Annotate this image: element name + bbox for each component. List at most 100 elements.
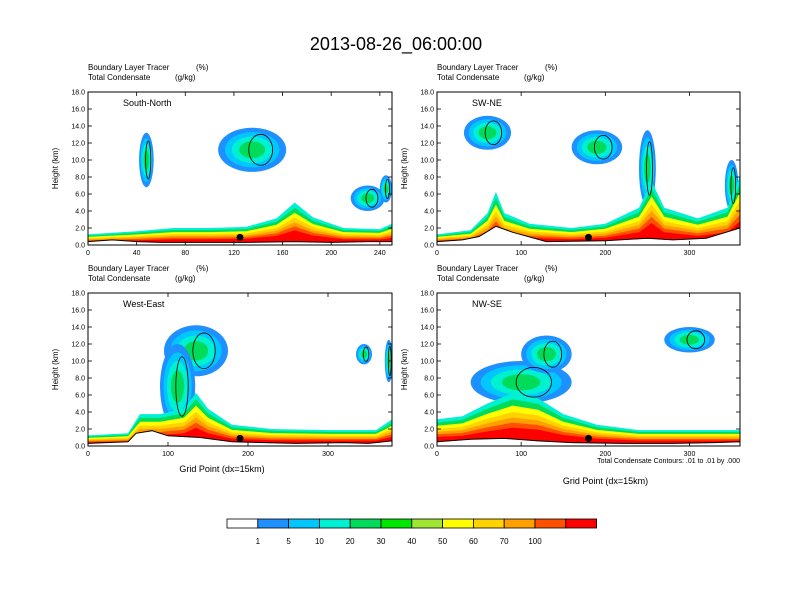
tracer-cloud-layer xyxy=(644,153,651,184)
panel-label: NW-SE xyxy=(472,299,502,309)
plot-area xyxy=(437,327,740,446)
colorbar-label: 30 xyxy=(377,537,386,546)
condensate-contour xyxy=(145,140,152,180)
x-tick-label: 100 xyxy=(162,451,174,458)
y-axis-label: Height (km) xyxy=(51,348,60,390)
colorbar-swatch xyxy=(534,518,567,529)
subtitle-tracer-unit: (%) xyxy=(545,63,558,72)
subtitle-tracer: Boundary Layer Tracer xyxy=(88,264,170,273)
subtitle-tracer-unit: (%) xyxy=(545,264,558,273)
tracer-cloud-layer xyxy=(143,149,150,171)
terrain xyxy=(437,437,740,446)
colorbar-label: 40 xyxy=(407,537,416,546)
y-tick-label: 16.0 xyxy=(420,308,434,315)
plot-area xyxy=(437,115,740,245)
colorbar-label: 70 xyxy=(500,537,509,546)
y-axis-label: Height (km) xyxy=(400,147,409,189)
y-tick-label: 4.0 xyxy=(75,209,85,216)
condensate-contour xyxy=(593,134,613,160)
x-tick-label: 0 xyxy=(435,250,439,257)
y-tick-label: 8.0 xyxy=(424,376,434,383)
x-tick-label: 200 xyxy=(325,250,337,257)
x-tick-label: 0 xyxy=(86,250,90,257)
tracer-cloud-layer xyxy=(729,175,735,196)
x-tick-label: 300 xyxy=(684,451,696,458)
condensate-contour xyxy=(730,167,737,204)
tracer-cloud-layer xyxy=(501,374,541,391)
y-tick-label: 6.0 xyxy=(424,393,434,400)
plot-area xyxy=(88,127,392,245)
colorbar-swatch xyxy=(472,518,505,529)
y-tick-label: 10.0 xyxy=(420,359,434,366)
y-tick-label: 0.0 xyxy=(424,444,434,451)
colorbar-swatch xyxy=(503,518,536,529)
colorbar-label: 50 xyxy=(438,537,447,546)
y-axis-label: Height (km) xyxy=(51,147,60,189)
x-tick-label: 300 xyxy=(684,250,696,257)
condensate-contour xyxy=(543,340,562,368)
x-tick-label: 200 xyxy=(242,451,254,458)
colorbar-swatch xyxy=(318,518,351,529)
colorbar-swatch xyxy=(257,518,289,529)
condensate-contour xyxy=(192,332,216,370)
panel-nw-se: 0.0 2.0 4.0 6.0 8.0 10.0 12.0 14.0 16.0 18.0 0 100 2… xyxy=(400,264,741,486)
subtitle-condensate-unit: (g/kg) xyxy=(524,274,545,283)
y-tick-label: 6.0 xyxy=(424,192,434,199)
panel-west-east: 0.0 2.0 4.0 6.0 8.0 10.0 12.0 14.0 16.0 18.0 0 100 2… xyxy=(51,264,393,474)
subtitle-condensate-unit: (g/kg) xyxy=(175,73,196,82)
x-tick-label: 200 xyxy=(599,451,611,458)
x-tick-label: 240 xyxy=(374,250,386,257)
panel-south-north: 0.0 2.0 4.0 6.0 8.0 10.0 12.0 14.0 16.0 18.0 0 40 80… xyxy=(51,63,393,257)
x-tick-label: 40 xyxy=(133,250,141,257)
y-tick-label: 2.0 xyxy=(75,226,85,233)
y-tick-label: 14.0 xyxy=(71,124,85,131)
subtitle-condensate: Total Condensate xyxy=(88,73,151,82)
x-tick-label: 0 xyxy=(435,451,439,458)
colorbar-label: 60 xyxy=(469,537,478,546)
terrain xyxy=(88,239,392,245)
tracer-cloud xyxy=(379,175,392,203)
colorbar-label: 5 xyxy=(286,537,291,546)
location-marker xyxy=(236,233,244,241)
y-tick-label: 12.0 xyxy=(420,141,434,148)
subtitle-condensate: Total Condensate xyxy=(88,274,151,283)
y-tick-label: 18.0 xyxy=(71,291,85,298)
y-tick-label: 2.0 xyxy=(424,427,434,434)
plot-background xyxy=(88,293,392,446)
x-tick-label: 160 xyxy=(277,250,289,257)
y-tick-label: 0.0 xyxy=(424,243,434,250)
y-tick-label: 6.0 xyxy=(75,393,85,400)
y-tick-label: 16.0 xyxy=(71,107,85,114)
condensate-contour xyxy=(248,133,273,166)
x-tick-label: 0 xyxy=(86,451,90,458)
colorbar-swatch xyxy=(442,518,474,529)
colorbar-label: 10 xyxy=(315,537,324,546)
condensate-contour xyxy=(175,356,189,417)
subtitle-tracer: Boundary Layer Tracer xyxy=(437,264,519,273)
contour-note: Total Condensate Contours: .01 to .01 by… xyxy=(597,458,740,465)
subtitle-condensate: Total Condensate xyxy=(437,274,500,283)
tracer-cloud-layer xyxy=(361,193,375,204)
plot-frame xyxy=(436,91,741,246)
tracer-cloud-layer xyxy=(536,347,557,362)
tracer-cloud-layer xyxy=(383,183,389,195)
location-marker xyxy=(585,434,592,442)
tracer-cloud xyxy=(139,132,154,188)
x-axis-label: Grid Point (dx=15km) xyxy=(563,476,648,486)
y-tick-label: 4.0 xyxy=(424,209,434,216)
x-tick-label: 200 xyxy=(599,250,611,257)
colorbar-swatch xyxy=(411,518,443,529)
y-tick-label: 2.0 xyxy=(424,226,434,233)
terrain xyxy=(88,430,392,446)
boundary-layer-band xyxy=(88,230,392,245)
tracer-cloud-layer xyxy=(587,140,607,154)
tracer-cloud-layer xyxy=(239,141,266,159)
condensate-contour xyxy=(484,120,503,146)
x-tick-label: 300 xyxy=(322,451,334,458)
y-tick-label: 14.0 xyxy=(420,325,434,332)
y-tick-label: 0.0 xyxy=(75,444,85,451)
y-tick-label: 8.0 xyxy=(75,175,85,182)
y-tick-label: 6.0 xyxy=(75,192,85,199)
colorbar-swatch xyxy=(349,518,382,529)
